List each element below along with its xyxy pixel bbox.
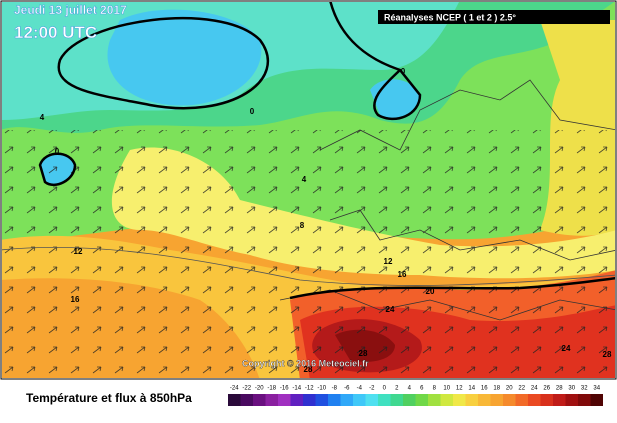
contour-label: 16 bbox=[398, 270, 407, 279]
colorbar-tick-label: -14 bbox=[292, 386, 301, 392]
colorbar-cell bbox=[590, 394, 603, 406]
contour-label: 16 bbox=[71, 295, 80, 304]
map-field bbox=[2, 2, 615, 378]
colorbar-tick-label: -6 bbox=[344, 386, 350, 392]
contour-label: 0 bbox=[401, 67, 406, 76]
colorbar-cell bbox=[440, 394, 453, 406]
colorbar-cell bbox=[253, 394, 266, 406]
contour-label: 28 bbox=[359, 349, 368, 358]
colorbar-tick-label: -2 bbox=[369, 386, 375, 392]
colorbar-tick-label: 30 bbox=[568, 386, 575, 392]
contour-label: 12 bbox=[74, 247, 83, 256]
colorbar-cell bbox=[303, 394, 316, 406]
colorbar-tick-label: 6 bbox=[420, 386, 424, 392]
time: 12:00 UTC bbox=[14, 23, 97, 42]
contour-label: 4 bbox=[302, 175, 307, 184]
colorbar-cell bbox=[453, 394, 466, 406]
copyright: Copyright © 2016 Meteociel.fr bbox=[242, 358, 369, 368]
colorbar-tick-label: 0 bbox=[383, 386, 387, 392]
colorbar-cell bbox=[390, 394, 403, 406]
colorbar-cell bbox=[240, 394, 253, 406]
colorbar-tick-label: -24 bbox=[230, 386, 239, 392]
colorbar-tick-label: 16 bbox=[481, 386, 488, 392]
colorbar-tick-label: 2 bbox=[395, 386, 399, 392]
colorbar-tick-label: 32 bbox=[581, 386, 588, 392]
colorbar-cell bbox=[228, 394, 241, 406]
colorbar-cell bbox=[340, 394, 353, 406]
colorbar-tick-label: 4 bbox=[408, 386, 412, 392]
contour-label: 28 bbox=[603, 350, 612, 359]
colorbar-tick-label: -8 bbox=[332, 386, 338, 392]
contour-label: 4 bbox=[40, 113, 45, 122]
colorbar-cell bbox=[315, 394, 328, 406]
colorbar-cell bbox=[478, 394, 491, 406]
contour-label: 28 bbox=[304, 365, 313, 374]
colorbar-tick-label: 22 bbox=[518, 386, 525, 392]
colorbar-cell bbox=[565, 394, 578, 406]
colorbar-cell bbox=[378, 394, 391, 406]
source-box bbox=[378, 10, 610, 24]
colorbar-tick-label: 12 bbox=[456, 386, 463, 392]
colorbar-tick-label: 10 bbox=[443, 386, 450, 392]
colorbar-cell bbox=[415, 394, 428, 406]
colorbar-tick-label: 18 bbox=[493, 386, 500, 392]
colorbar-cell bbox=[265, 394, 278, 406]
colorbar-tick-label: -20 bbox=[255, 386, 264, 392]
contour-label: 8 bbox=[300, 221, 305, 230]
colorbar-cell bbox=[553, 394, 566, 406]
colorbar-cell bbox=[540, 394, 553, 406]
colorbar-cell bbox=[503, 394, 516, 406]
colorbar-tick-label: 24 bbox=[531, 386, 538, 392]
contour-label: 20 bbox=[426, 287, 435, 296]
colorbar-cell bbox=[290, 394, 303, 406]
colorbar-cell bbox=[490, 394, 503, 406]
source: Réanalyses NCEP ( 1 et 2 ) 2.5° bbox=[384, 12, 516, 22]
colorbar-cell bbox=[578, 394, 591, 406]
contour-label: 0 bbox=[250, 107, 255, 116]
contour-label: 0 bbox=[55, 147, 60, 156]
colorbar-cell bbox=[328, 394, 341, 406]
colorbar-cell bbox=[278, 394, 291, 406]
colorbar-tick-label: 26 bbox=[543, 386, 550, 392]
colorbar-cell bbox=[428, 394, 441, 406]
colorbar-cell bbox=[403, 394, 416, 406]
colorbar-tick-label: 14 bbox=[468, 386, 475, 392]
colorbar-cell bbox=[353, 394, 366, 406]
colorbar-cell bbox=[515, 394, 528, 406]
colorbar-tick-label: -10 bbox=[317, 386, 326, 392]
colorbar-cell bbox=[465, 394, 478, 406]
colorbar-cell bbox=[365, 394, 378, 406]
colorbar-tick-label: 28 bbox=[556, 386, 563, 392]
colorbar: -24 -22 -20 -18 -16 -14 -12 -10 -8 -6 -4 -2 0 2 4 6 8 10 1… bbox=[228, 386, 603, 406]
colorbar-cell bbox=[528, 394, 541, 406]
date: Jeudi 13 juillet 2017 bbox=[14, 3, 127, 17]
map-frame bbox=[0, 0, 617, 380]
colorbar-tick-label: 8 bbox=[433, 386, 437, 392]
colorbar-tick-label: 34 bbox=[593, 386, 600, 392]
contour-label: 24 bbox=[386, 305, 395, 314]
colorbar-tick-label: -16 bbox=[280, 386, 289, 392]
contour-label: 12 bbox=[384, 257, 393, 266]
colorbar-tick-label: -12 bbox=[305, 386, 314, 392]
colorbar-tick-label: 20 bbox=[506, 386, 513, 392]
colorbar-tick-label: -22 bbox=[242, 386, 251, 392]
colorbar-tick-label: -18 bbox=[267, 386, 276, 392]
contour-label: 24 bbox=[562, 344, 571, 353]
legend-title: Température et flux à 850hPa bbox=[26, 391, 192, 405]
colorbar-tick-label: -4 bbox=[357, 386, 363, 392]
